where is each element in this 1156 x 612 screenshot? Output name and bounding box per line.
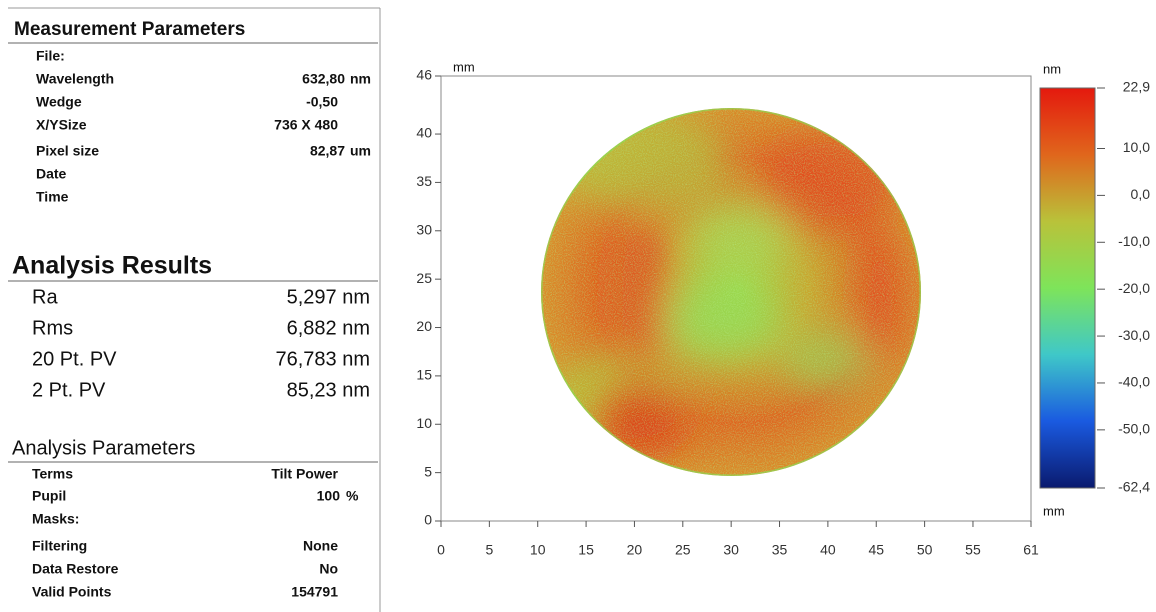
parameters-list: Terms Tilt Power Pupil 100 % Masks: Filtering N… (32, 466, 359, 600)
row-unit: % (346, 488, 359, 504)
y-tick-label: 0 (424, 512, 432, 528)
row-label: Masks: (32, 511, 79, 527)
row-label: Filtering (32, 538, 87, 554)
x-tick-label: 55 (965, 542, 981, 558)
results-list: Ra 5,297 nm Rms 6,882 nm 20 Pt. PV 76,783 nm 2… (32, 286, 370, 401)
row-value: Tilt Power (271, 466, 338, 482)
axes: 0 5 10 15 20 25 30 35 40 45 50 55 61 0 5 10 15 20 25 30 35 40… (416, 67, 1039, 558)
x-tick-label: 25 (675, 542, 691, 558)
row-label: Data Restore (32, 561, 119, 577)
result-value: 76,783 nm (275, 348, 370, 370)
x-tick-label: 0 (437, 542, 445, 558)
row-value: 736 X 480 (274, 117, 338, 133)
y-tick-label: 40 (416, 125, 432, 141)
row-label: Wedge (36, 94, 82, 110)
colorbar-tick-label: -30,0 (1118, 327, 1150, 343)
x-tick-label: 40 (820, 542, 836, 558)
result-value: 85,23 nm (287, 379, 370, 401)
y-tick-label: 30 (416, 221, 432, 237)
y-tick-label: 10 (416, 415, 432, 431)
row-label: X/YSize (36, 117, 87, 133)
y-tick-label: 35 (416, 173, 432, 189)
y-tick-label: 15 (416, 367, 432, 383)
colorbar-tick-label: 22,9 (1123, 79, 1150, 95)
colorbar-ticks: 22,9 10,0 0,0 -10,0 -20,0 -30,0 -40,0 -50,0 -62,… (1097, 79, 1150, 495)
y-tick-label: 25 (416, 270, 432, 286)
x-tick-label: 35 (772, 542, 788, 558)
x-tick-label: 20 (627, 542, 643, 558)
x-tick-label: 45 (868, 542, 884, 558)
measurement-list: File: Wavelength 632,80 nm Wedge -0,50 X/YSize… (36, 48, 371, 205)
colorbar-tick-label: 10,0 (1123, 139, 1150, 155)
result-value: 5,297 nm (287, 286, 370, 308)
row-unit: um (350, 143, 371, 159)
row-label: Valid Points (32, 584, 112, 600)
colorbar-tick-label: -20,0 (1118, 280, 1150, 296)
row-value: 100 (317, 488, 341, 504)
result-label: Ra (32, 286, 58, 308)
row-label: Date (36, 166, 67, 182)
section-title: Analysis Parameters (12, 437, 195, 459)
row-label: Time (36, 189, 69, 205)
x-tick-label: 50 (917, 542, 933, 558)
y-tick-label: 46 (416, 67, 432, 83)
row-value: 82,87 (310, 143, 345, 159)
colorbar (1039, 87, 1096, 489)
row-value: None (303, 538, 338, 554)
row-value: 632,80 (302, 71, 345, 87)
x-tick-label: 30 (723, 542, 739, 558)
result-label: 20 Pt. PV (32, 348, 117, 370)
x-tick-label: 5 (485, 542, 493, 558)
x-tick-label: 61 (1023, 542, 1039, 558)
colorbar-tick-label: -10,0 (1118, 233, 1150, 249)
colorbar-tick-label: -40,0 (1118, 374, 1150, 390)
colorbar-tick-label: -62,4 (1118, 479, 1150, 495)
row-label: Pupil (32, 488, 66, 504)
result-value: 6,882 nm (287, 317, 370, 339)
x-tick-label: 15 (578, 542, 594, 558)
result-label: Rms (32, 317, 73, 339)
colorbar-unit: nm (1043, 61, 1061, 76)
row-value: 154791 (291, 584, 338, 600)
x-tick-label: 10 (530, 542, 546, 558)
result-label: 2 Pt. PV (32, 379, 106, 401)
row-label: Wavelength (36, 71, 114, 87)
map-noise (541, 108, 921, 476)
row-label: Pixel size (36, 143, 99, 159)
y-tick-label: 20 (416, 318, 432, 334)
row-value: -0,50 (306, 94, 338, 110)
surface-map (541, 108, 921, 476)
y-tick-label: 5 (424, 463, 432, 479)
colorbar-tick-label: 0,0 (1131, 186, 1151, 202)
row-unit: nm (350, 71, 371, 87)
section-title: Measurement Parameters (14, 19, 245, 40)
colorbar-tick-label: -50,0 (1118, 421, 1150, 437)
section-title: Analysis Results (12, 252, 212, 280)
colorbar-lateral-unit: mm (1043, 503, 1065, 518)
y-unit: mm (453, 59, 475, 74)
row-label: File: (36, 48, 65, 64)
row-label: Terms (32, 466, 73, 482)
row-value: No (319, 561, 338, 577)
